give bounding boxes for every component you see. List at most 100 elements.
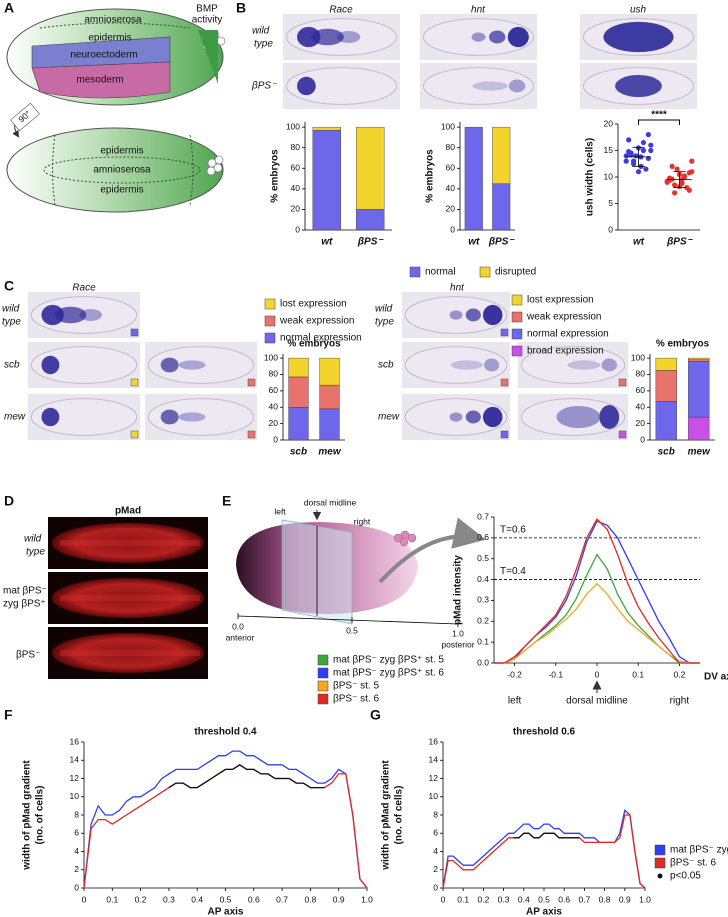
legend-swatch bbox=[264, 332, 276, 344]
legend-label: mat βPS⁻ zyg βPS⁺ st. 6 bbox=[670, 845, 728, 856]
genotype-label: type bbox=[375, 317, 394, 328]
y-tick-label: 0.2 bbox=[477, 616, 489, 626]
genotype-label: wild bbox=[24, 534, 42, 545]
y-tick-label: 20 bbox=[604, 118, 614, 128]
embryo-outline bbox=[423, 67, 534, 105]
x-tick-label: 1.0 bbox=[361, 894, 373, 904]
genotype-label: type bbox=[26, 547, 45, 558]
gene-label: Race bbox=[329, 5, 353, 16]
y-tick-label: 60 bbox=[446, 163, 456, 173]
y-tick-label: 15 bbox=[604, 145, 614, 155]
threshold-label: T=0.6 bbox=[500, 524, 526, 535]
pole-cells bbox=[393, 530, 417, 547]
y-tick-label: 80 bbox=[269, 369, 279, 379]
embryo-outline bbox=[286, 67, 397, 105]
x-tick-label: 0.4 bbox=[518, 894, 530, 904]
embryo-image bbox=[402, 342, 510, 388]
stain bbox=[483, 406, 503, 428]
stain bbox=[449, 412, 463, 422]
region-label: neuroectoderm bbox=[70, 50, 137, 61]
genotype-label: type bbox=[254, 39, 273, 50]
legend-swatch bbox=[317, 680, 329, 692]
embryo-image bbox=[28, 292, 140, 338]
bar-segment bbox=[655, 357, 677, 371]
y-tick-label: 20 bbox=[291, 204, 301, 214]
y-tick-label: 14 bbox=[429, 755, 439, 765]
embryo-image bbox=[402, 394, 510, 440]
data-point bbox=[643, 166, 649, 172]
legend-label: βPS⁻ st. 6 bbox=[333, 694, 379, 705]
legend-swatch bbox=[654, 857, 666, 869]
legend-label: mat βPS⁻ zyg βPS⁺ st. 6 bbox=[333, 668, 444, 679]
y-tick-label: 0.6 bbox=[477, 532, 489, 542]
embryo-outline bbox=[404, 346, 508, 384]
diagram-label: anterior bbox=[226, 632, 255, 642]
diagram-label: right bbox=[354, 516, 371, 526]
y-tick-label: 0 bbox=[273, 434, 278, 444]
category-indicator bbox=[618, 430, 627, 439]
category-indicator bbox=[247, 378, 256, 387]
stain bbox=[160, 409, 179, 425]
data-point bbox=[686, 170, 692, 176]
category-indicator bbox=[500, 378, 509, 387]
y-tick-label: 60 bbox=[269, 385, 279, 395]
embryo-outline bbox=[147, 398, 255, 436]
y-tick-label: 4 bbox=[433, 846, 438, 856]
bar-segment bbox=[288, 357, 309, 378]
data-point bbox=[671, 190, 678, 196]
stain bbox=[41, 355, 60, 375]
y-tick-label: 0 bbox=[608, 224, 613, 234]
pmad-stripe bbox=[60, 540, 200, 546]
legend-swatch bbox=[264, 315, 276, 327]
genotype-label: wild bbox=[2, 304, 20, 315]
y-axis-label: % embryos bbox=[425, 149, 436, 203]
x-tick-label: 0.5 bbox=[538, 894, 550, 904]
panel-label: E bbox=[222, 493, 231, 509]
legend-swatch bbox=[479, 266, 491, 278]
y-tick-label: 10 bbox=[429, 791, 439, 801]
x-tick-label: 0.3 bbox=[163, 894, 175, 904]
pole-cells bbox=[206, 155, 224, 176]
legend-label: βPS⁻ st. 5 bbox=[333, 681, 379, 692]
panel-label: B bbox=[236, 0, 246, 16]
legend-swatch bbox=[317, 667, 329, 679]
y-tick-label: 2 bbox=[433, 864, 438, 874]
genotype-label: mat βPS⁻ bbox=[3, 586, 47, 597]
legend-label: disrupted bbox=[495, 267, 536, 278]
embryo-image bbox=[283, 63, 400, 109]
legend-swatch bbox=[511, 294, 523, 306]
x-axis-label: AP axis bbox=[208, 907, 244, 917]
bar-segment bbox=[319, 408, 340, 441]
y-tick-label: 0.3 bbox=[477, 595, 489, 605]
genotype-label: zyg βPS⁺ bbox=[3, 599, 46, 610]
x-tick-label: 0.6 bbox=[248, 894, 260, 904]
boundary bbox=[43, 156, 201, 184]
embryo-image bbox=[518, 342, 628, 388]
y-tick-label: 60 bbox=[636, 385, 646, 395]
genotype-label: wild bbox=[252, 26, 270, 37]
bar-segment bbox=[492, 183, 511, 231]
y-tick-label: 20 bbox=[269, 418, 279, 428]
y-tick-label: 40 bbox=[291, 183, 301, 193]
data-line bbox=[83, 750, 368, 889]
stain bbox=[178, 412, 206, 422]
x-tick-label: βPS⁻ bbox=[666, 237, 694, 248]
y-tick-label: 100 bbox=[286, 121, 300, 131]
x-axis-label: DV axis bbox=[704, 672, 728, 683]
y-axis-label: pMad intensity bbox=[453, 555, 464, 625]
y-tick-label: 4 bbox=[74, 846, 79, 856]
bar-segment bbox=[492, 126, 511, 184]
stain bbox=[484, 358, 500, 372]
boundary bbox=[39, 22, 191, 29]
data-line bbox=[494, 520, 700, 664]
data-point bbox=[626, 148, 632, 155]
bar-segment bbox=[319, 357, 340, 386]
significance-bracket bbox=[638, 119, 680, 125]
panel-label: G bbox=[370, 707, 381, 723]
stain bbox=[311, 28, 344, 46]
panel-a: amnioserosa epidermis neuroectoderm meso… bbox=[6, 4, 226, 213]
genotype-label: scb bbox=[378, 360, 394, 371]
chart-title: threshold 0.4 bbox=[194, 727, 257, 738]
data-line bbox=[513, 832, 580, 839]
y-tick-label: 14 bbox=[70, 755, 80, 765]
